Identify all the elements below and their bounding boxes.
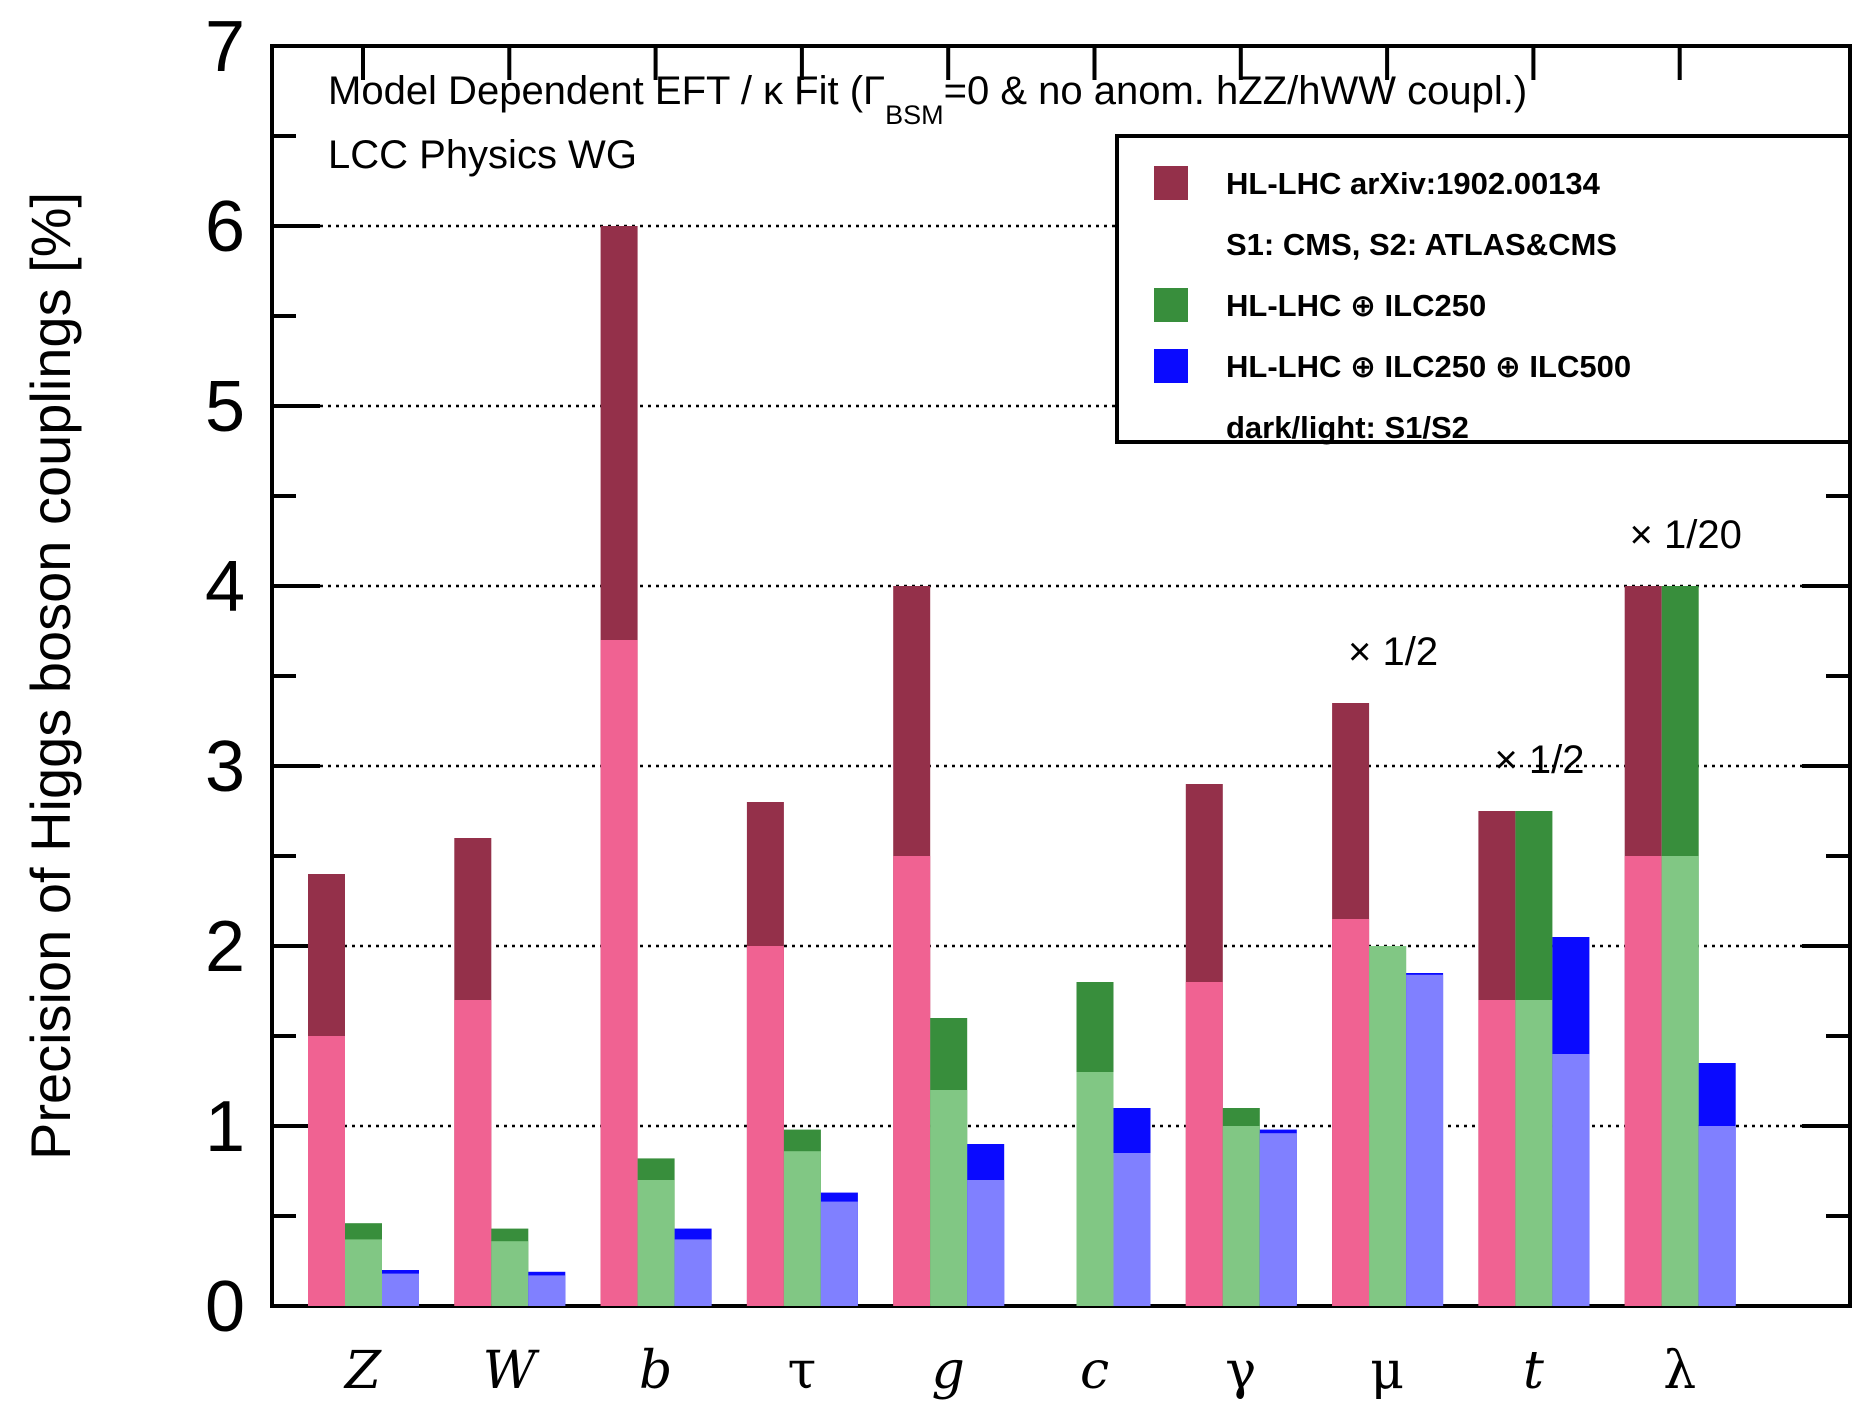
annotation-label: × 1/2 [1348,630,1438,674]
x-tick-label: c [1080,1341,1109,1401]
bar-s2 [1624,856,1662,1306]
bar-s2 [930,1090,968,1306]
bar-s2 [600,640,638,1306]
bar-s2 [1661,856,1699,1306]
y-tick-label: 6 [205,187,245,267]
y-tick-label: 3 [205,727,245,807]
bar-s2 [345,1239,382,1306]
x-tick-label: b [639,1341,672,1401]
bar-s2 [1552,1054,1590,1306]
legend-label: HL-LHC arXiv:1902.00134 [1226,166,1601,201]
y-tick-label: 1 [205,1087,245,1167]
legend-swatch [1154,288,1188,322]
y-tick-label: 5 [205,367,245,447]
bar-s2 [674,1239,712,1306]
x-tick-label: t [1523,1341,1544,1401]
x-tick-label: g [932,1341,965,1401]
x-tick-label: μ [1370,1341,1404,1401]
bar-s2 [1076,1072,1114,1306]
bar-s2 [454,1000,492,1306]
y-tick-label: 0 [205,1267,245,1347]
chart-subtitle: LCC Physics WG [328,133,637,177]
bar-s2 [1478,1000,1516,1306]
x-tick-label: γ [1225,1341,1256,1401]
bar-s2 [637,1180,675,1306]
x-tick-label: W [483,1341,540,1401]
bar-s2 [746,946,784,1306]
annotation-label: × 1/20 [1630,513,1742,557]
bar-s2 [1515,1000,1553,1306]
chart-title: Model Dependent EFT / κ Fit (ΓBSM=0 & no… [328,69,1527,130]
bar-s2 [967,1180,1005,1306]
bar-s2 [491,1241,529,1306]
x-tick-label: λ [1663,1341,1696,1401]
legend-label: HL-LHC ⊕ ILC250 ⊕ ILC500 [1226,349,1631,384]
bar-s2 [382,1273,419,1306]
bar-s2 [783,1151,821,1306]
bar-s2 [1369,946,1407,1306]
bar-s2 [528,1275,566,1306]
chart-title-main: Model Dependent EFT / κ Fit (Γ [328,69,885,113]
annotation-label: × 1/2 [1494,738,1584,782]
legend-entries: HL-LHC arXiv:1902.00134 S1: CMS, S2: ATLA… [1154,166,1631,445]
bar-s2 [1185,982,1223,1306]
bar-s2 [1698,1126,1736,1306]
chart-title-rest: =0 & no anom. hZZ/hWW coupl.) [944,69,1528,113]
bar-s2 [1222,1126,1260,1306]
y-axis-label: Precision of Higgs boson couplings [%] [19,192,82,1160]
bar-s2 [893,856,931,1306]
y-tick-label: 2 [205,907,245,987]
x-tick-label: Z [343,1341,382,1401]
legend-swatch [1154,349,1188,383]
bars [308,226,1736,1306]
legend-swatch [1154,166,1188,200]
legend-box [1115,134,1852,444]
legend: HL-LHC arXiv:1902.00134 S1: CMS, S2: ATLA… [1115,134,1852,445]
bar-s2 [820,1201,858,1306]
bar-s2 [308,1036,345,1306]
legend-label: dark/light: S1/S2 [1226,410,1469,445]
bar-s2 [1332,919,1370,1306]
y-tick-label: 4 [205,547,245,627]
x-tick-label: τ [788,1341,817,1401]
bar-s2 [1259,1133,1297,1306]
chart-title-sub: BSM [885,100,944,130]
bar-s2 [1113,1153,1151,1306]
legend-label: HL-LHC ⊕ ILC250 [1226,288,1486,323]
bar-s2 [1406,974,1444,1306]
y-tick-label: 7 [205,7,245,87]
legend-label: S1: CMS, S2: ATLAS&CMS [1226,227,1617,262]
